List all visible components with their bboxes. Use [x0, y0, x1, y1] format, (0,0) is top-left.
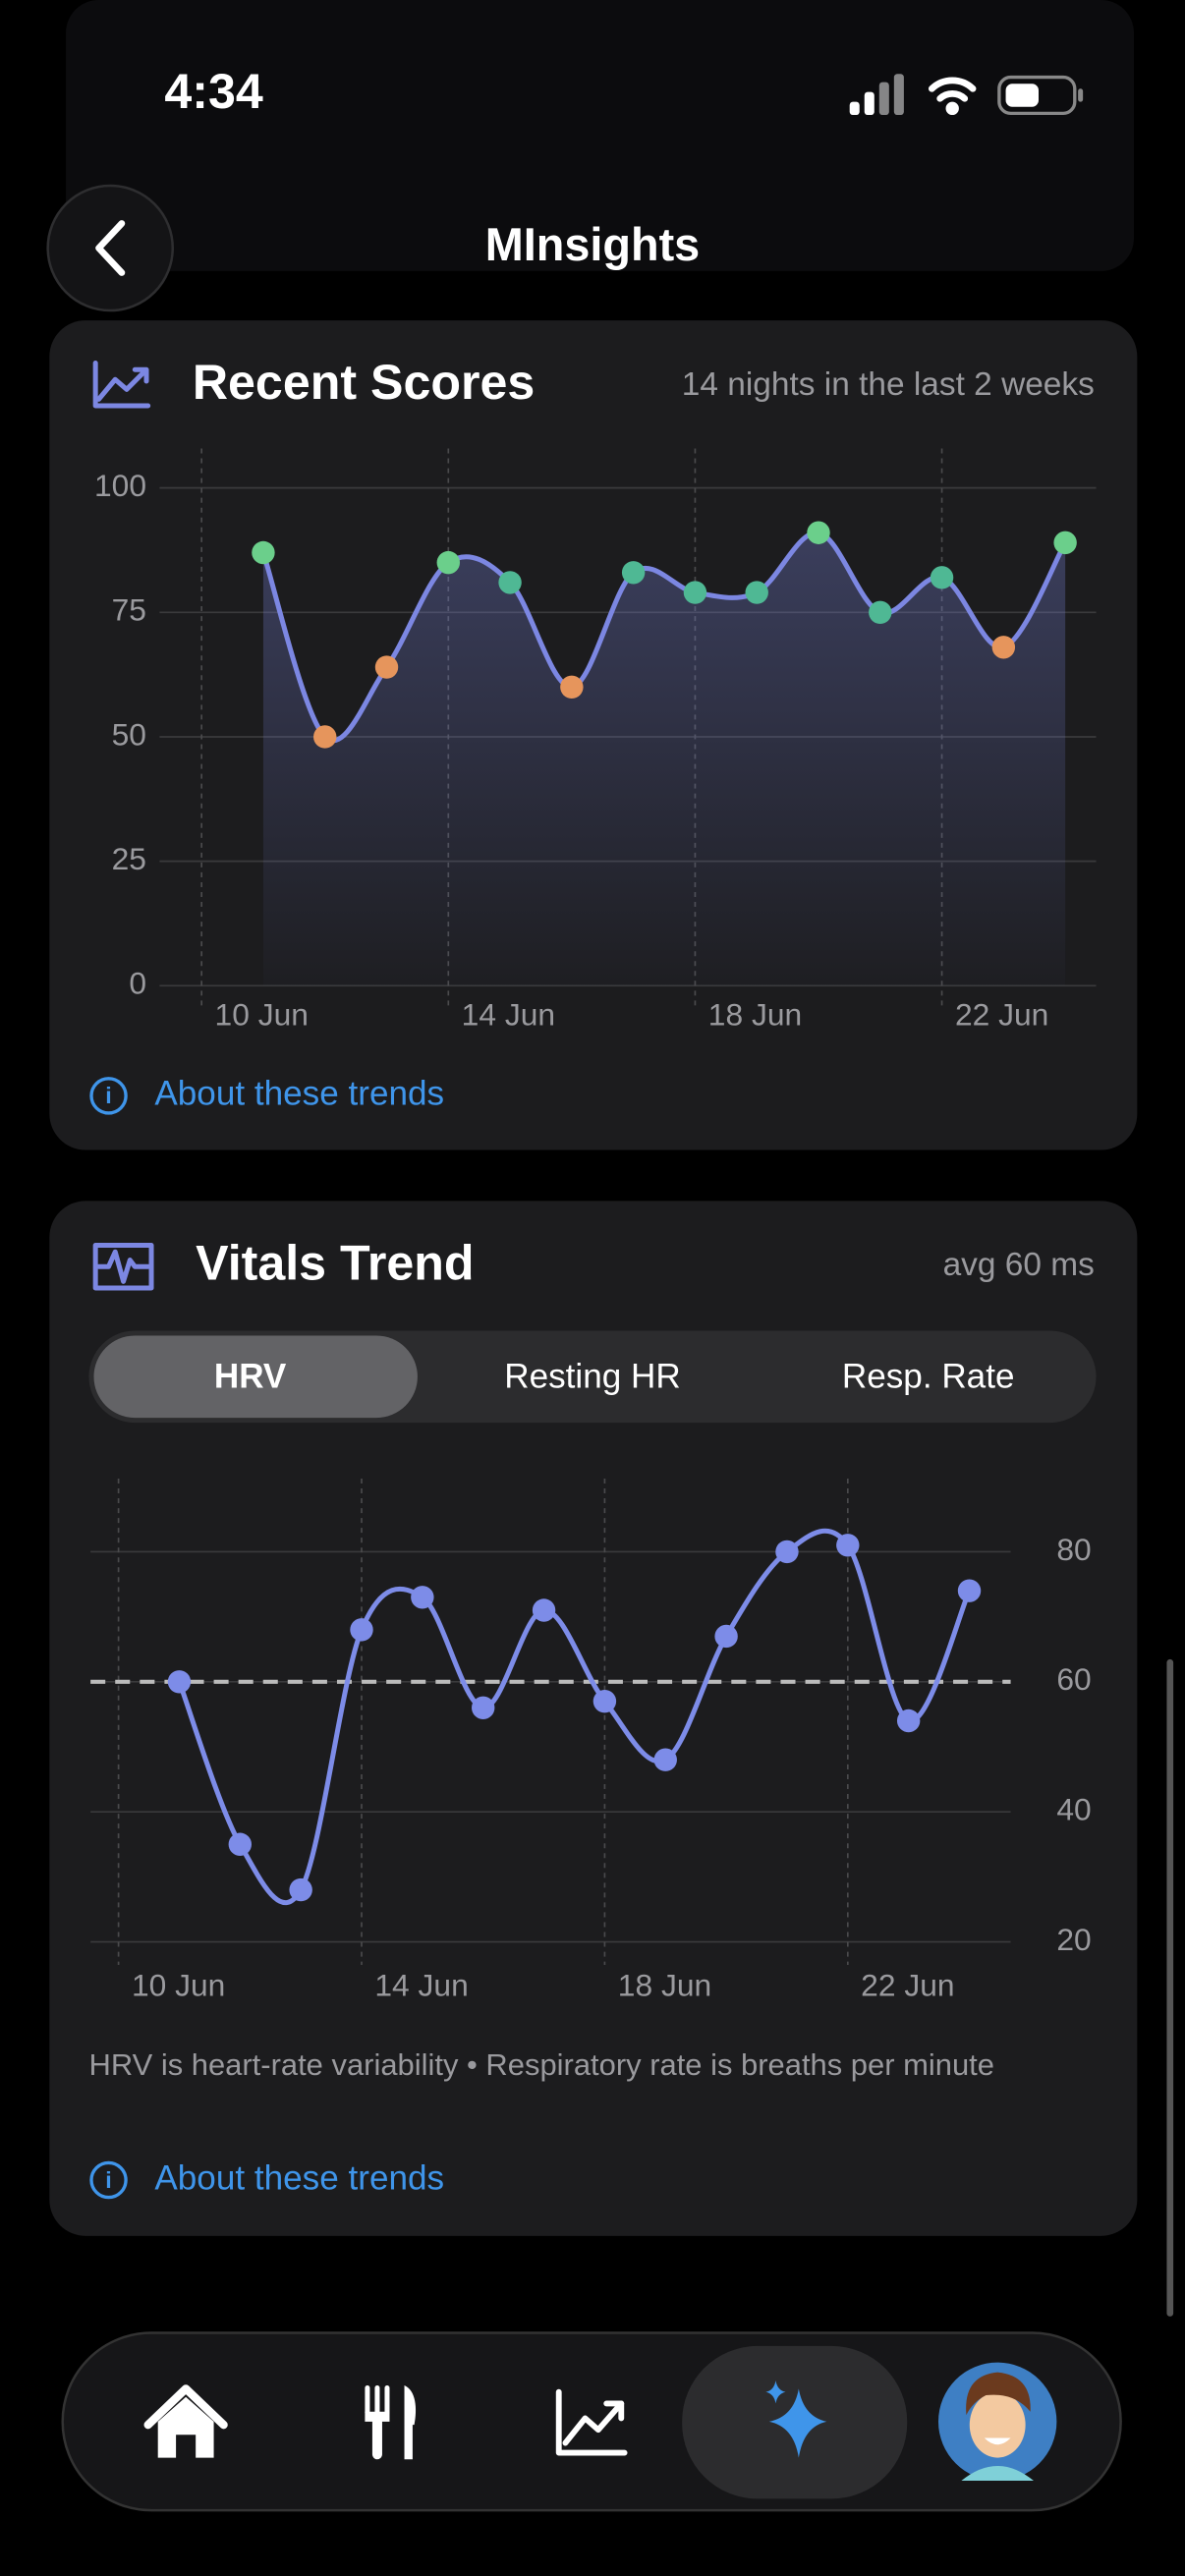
card-subtitle: 14 nights in the last 2 weeks: [682, 366, 1095, 403]
tab[interactable]: HRV: [214, 1357, 287, 1395]
point: [228, 1832, 253, 1856]
header-title: MInsights: [485, 219, 700, 270]
point: [167, 1670, 192, 1694]
tab[interactable]: Resting HR: [504, 1357, 681, 1395]
note-box: HRV is heart-rate variability • Respirat…: [88, 2046, 994, 2082]
point: [930, 566, 954, 589]
area: [262, 532, 1066, 986]
x-tick-label: 18 Jun: [618, 1968, 711, 2003]
signal-icon: [849, 74, 904, 116]
point: [374, 655, 399, 679]
point: [532, 1598, 556, 1622]
point: [807, 521, 830, 544]
scrollbar: [1166, 1658, 1174, 2317]
info-icon: [89, 1077, 128, 1115]
point: [313, 725, 337, 749]
y-tick-label: 0: [129, 966, 146, 1001]
point: [653, 1748, 677, 1771]
point: [350, 1618, 373, 1642]
y-tick-label: 60: [1056, 1661, 1091, 1697]
card-title: Vitals Trend: [196, 1236, 474, 1291]
point: [745, 581, 768, 604]
tab-selected-bg: [93, 1335, 418, 1419]
card: [49, 1201, 1138, 2236]
point: [991, 636, 1016, 659]
point: [683, 581, 707, 604]
tab[interactable]: Resp. Rate: [842, 1357, 1015, 1395]
point: [252, 540, 275, 565]
info-glyph: i: [105, 2167, 112, 2193]
y-tick-label: 40: [1056, 1792, 1091, 1827]
x-tick-label: 22 Jun: [861, 1968, 954, 2003]
x-tick-label: 14 Jun: [374, 1968, 468, 2003]
point: [592, 1689, 617, 1713]
point: [1053, 531, 1077, 555]
point: [471, 1696, 495, 1719]
y-tick-label: 100: [94, 468, 146, 503]
point: [560, 675, 584, 700]
wifi-icon: [928, 77, 977, 116]
y-tick-label: 25: [112, 841, 146, 876]
point: [289, 1877, 312, 1902]
point: [436, 550, 460, 575]
info-icon: [89, 2160, 128, 2200]
x-tick-label: 22 Jun: [955, 996, 1048, 1032]
food-button[interactable]: [365, 2385, 417, 2460]
about-link[interactable]: About these trends: [154, 1075, 444, 1113]
ai-button[interactable]: [765, 2380, 827, 2458]
x-tick-label: 14 Jun: [462, 996, 555, 1032]
about-link[interactable]: About these trends: [154, 2158, 444, 2197]
vitals-icon: [92, 1243, 154, 1291]
point: [621, 561, 646, 585]
point: [896, 1708, 921, 1733]
y-tick-label: 80: [1056, 1532, 1091, 1567]
point: [411, 1586, 434, 1609]
point: [714, 1624, 738, 1649]
battery-icon: [997, 75, 1084, 116]
point: [957, 1579, 982, 1602]
card-title: Recent Scores: [193, 355, 535, 410]
y-tick-label: 50: [112, 716, 146, 752]
back-icon: [95, 220, 126, 276]
point: [775, 1540, 799, 1564]
card-subtitle: avg 60 ms: [943, 1247, 1095, 1283]
scrolled-card: [66, 0, 1134, 271]
x-tick-label: 18 Jun: [708, 996, 802, 1032]
status-time: 4:34: [164, 64, 262, 119]
back-button[interactable]: [46, 184, 175, 312]
x-tick-label: 10 Jun: [132, 1968, 225, 2003]
point: [498, 571, 522, 594]
point: [869, 600, 892, 625]
x-tick-label: 10 Jun: [215, 996, 309, 1032]
insights-button[interactable]: [555, 2388, 628, 2456]
point: [836, 1534, 860, 1557]
info-glyph: i: [105, 1083, 112, 1108]
note: HRV is heart-rate variability • Respirat…: [88, 2046, 994, 2082]
profile-avatar[interactable]: [937, 2362, 1057, 2482]
y-tick-label: 75: [112, 592, 146, 628]
y-tick-label: 20: [1056, 1922, 1091, 1957]
home-button[interactable]: [143, 2384, 228, 2458]
trend-icon: [92, 361, 151, 409]
